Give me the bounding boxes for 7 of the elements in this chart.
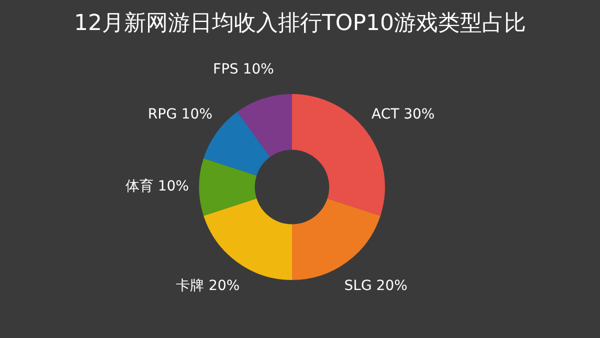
slice-label: ACT 30% — [372, 106, 435, 122]
slice-label: 卡牌 20% — [176, 278, 240, 294]
slice-label: RPG 10% — [148, 106, 212, 122]
chart-title: 12月新网游日均收入排行TOP10游戏类型占比 — [72, 10, 527, 38]
slice-label: 体育 10% — [125, 178, 189, 195]
slice-label: FPS 10% — [213, 62, 274, 78]
slice-label: SLG 20% — [344, 278, 408, 294]
